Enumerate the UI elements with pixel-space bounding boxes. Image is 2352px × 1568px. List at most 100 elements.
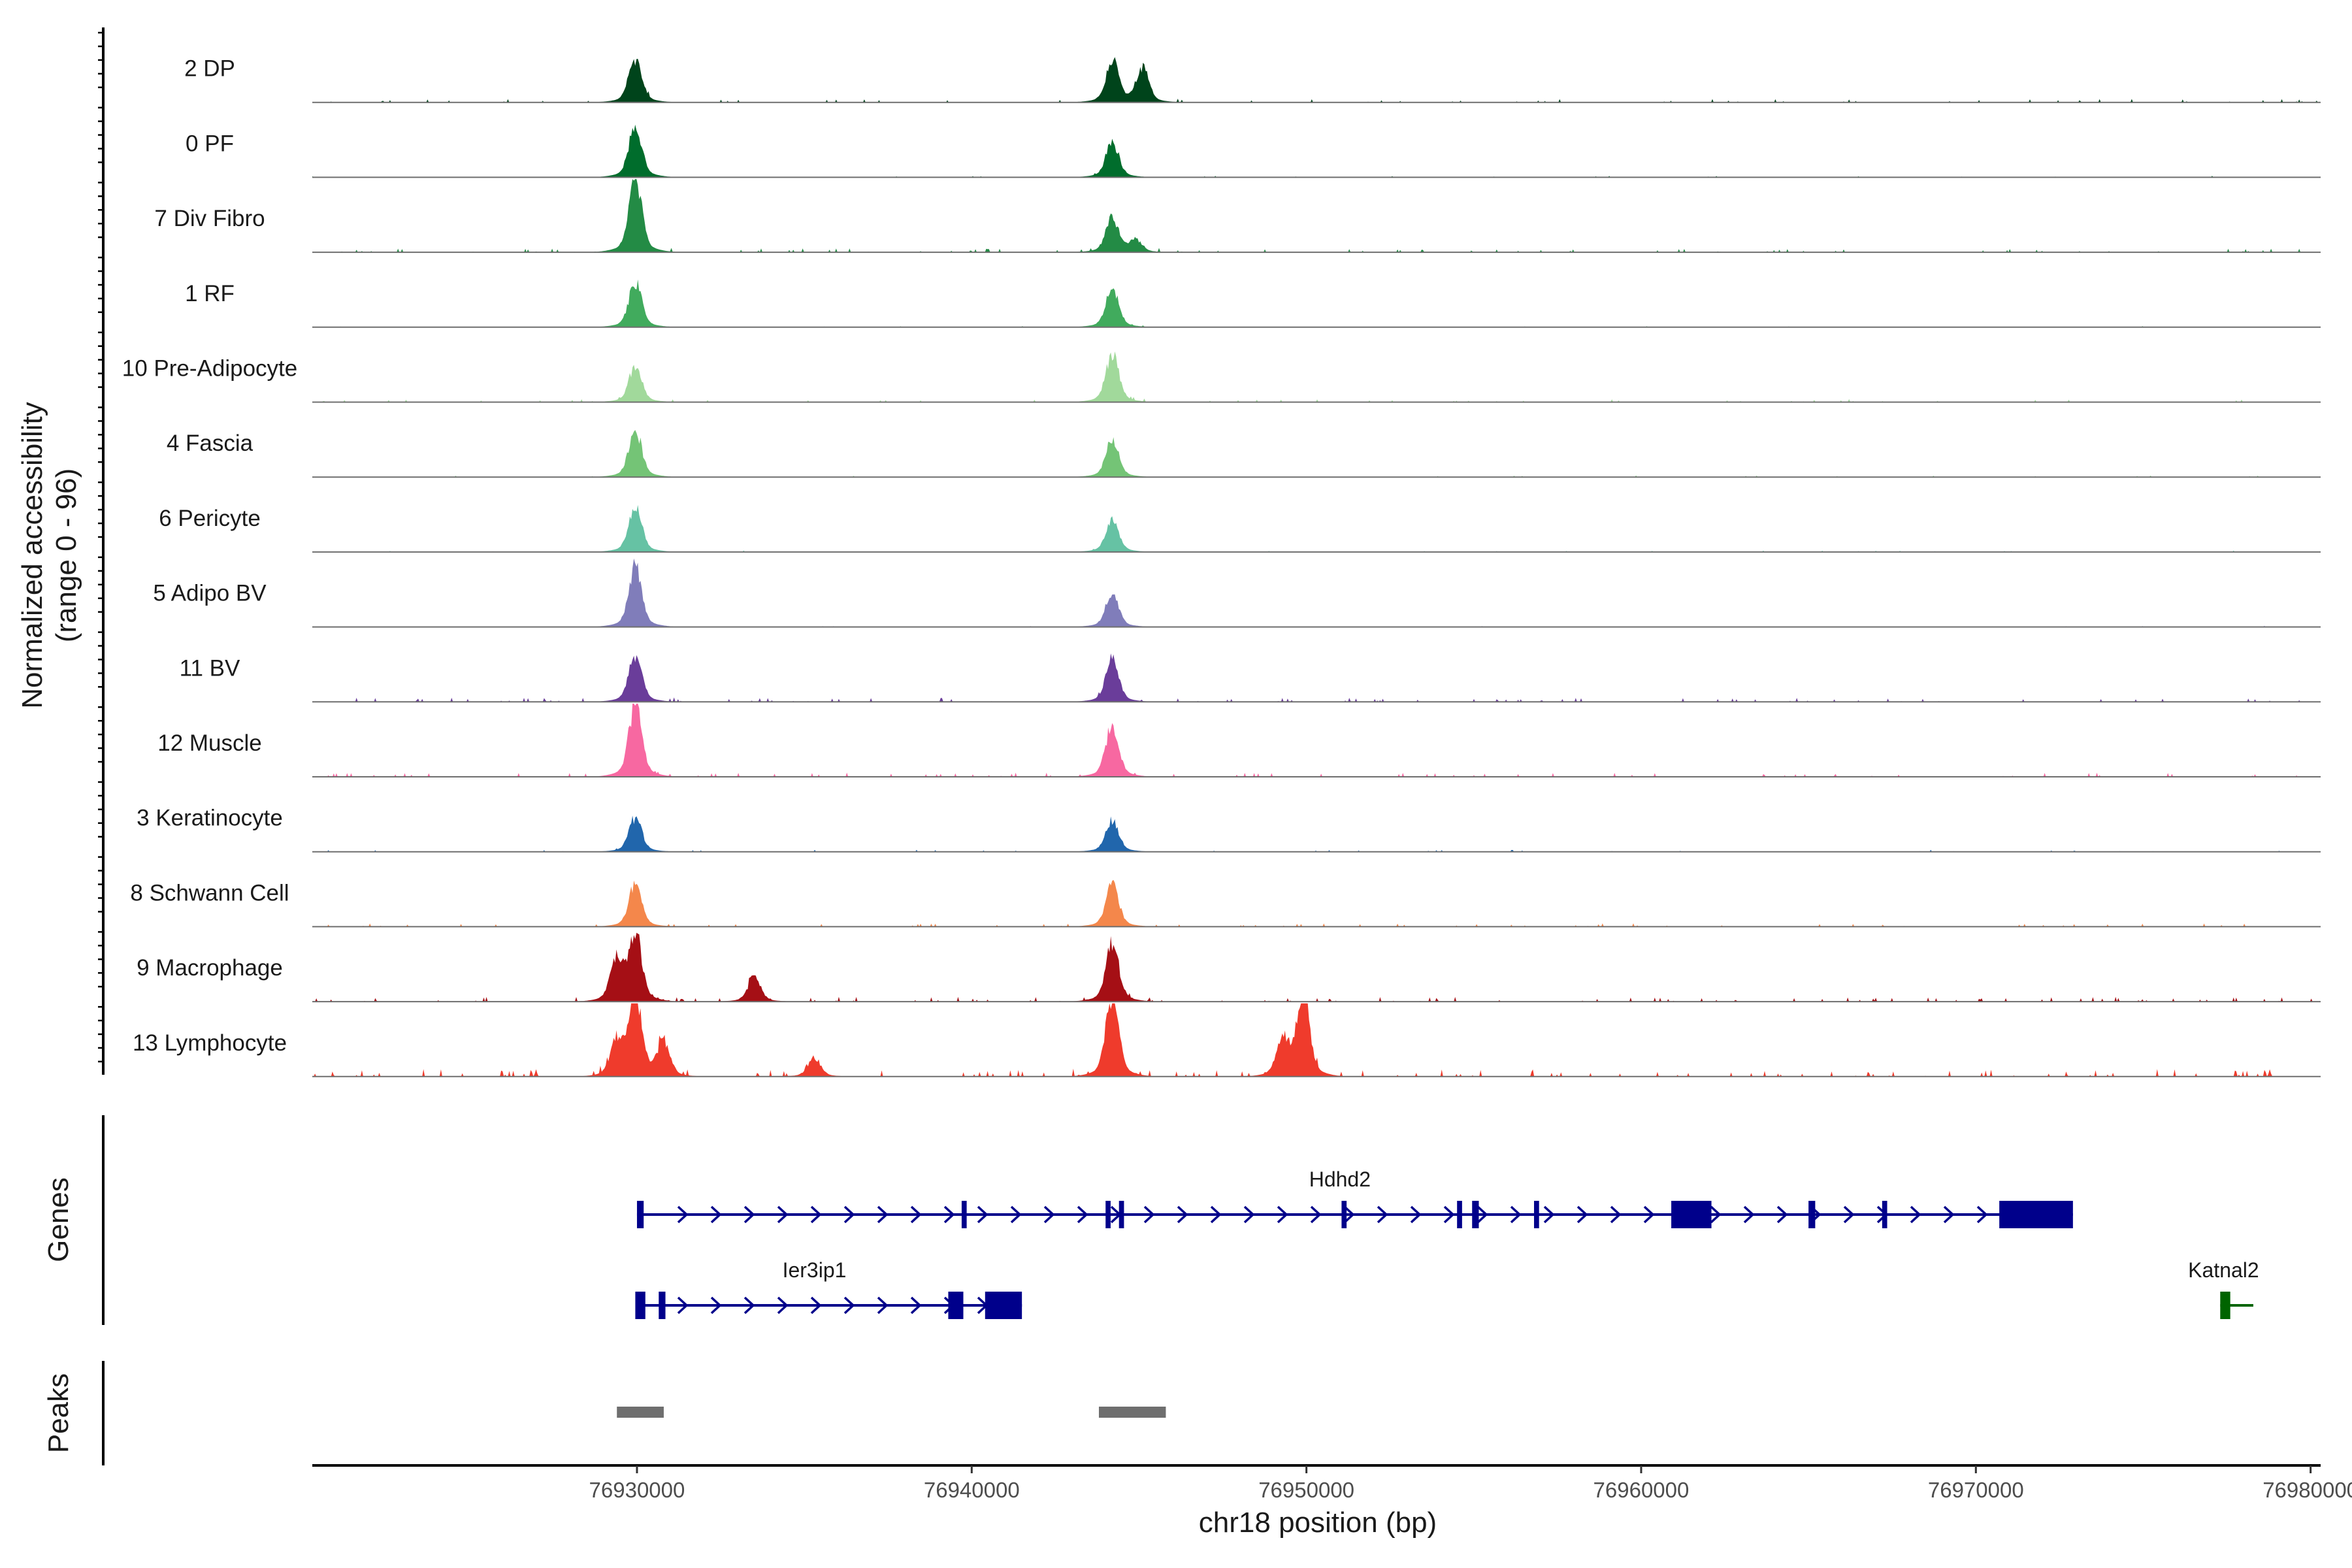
strand-arrow <box>877 1296 889 1315</box>
track-label: 1 RF <box>185 281 235 306</box>
track-8: 5 Adipo BV <box>153 558 2321 628</box>
strand-arrow <box>743 1205 755 1224</box>
strand-arrow <box>1177 1205 1188 1224</box>
exon <box>659 1292 666 1319</box>
track-2: 0 PF <box>186 124 2321 178</box>
strand-arrow <box>1343 1205 1355 1224</box>
strand-arrow <box>1277 1205 1288 1224</box>
track-11: 3 Keratinocyte <box>137 806 2321 853</box>
peaks-axis-title: Peaks <box>42 1373 74 1453</box>
strand-arrow <box>677 1205 689 1224</box>
track-14: 13 Lymphocyte <box>133 1003 2321 1077</box>
strand-arrow <box>743 1296 755 1315</box>
track-6: 4 Fascia <box>167 430 2321 478</box>
strand-arrow <box>710 1205 722 1224</box>
track-3: 7 Div Fibro <box>154 179 2321 253</box>
x-tick-label: 76980000 <box>2262 1478 2352 1502</box>
strand-arrow <box>910 1296 922 1315</box>
x-axis-ticks: 76930000 76940000 76950000 76960000 76970000… <box>589 1465 2352 1502</box>
strand-arrow <box>1010 1205 1022 1224</box>
track-9: 11 BV <box>180 653 2321 703</box>
track-label: 5 Adipo BV <box>153 581 267 606</box>
track-label: 13 Lymphocyte <box>133 1030 287 1056</box>
y-axis-title-line-1: Normalized accessibility <box>16 402 48 708</box>
y-axis-title: Normalized accessibility (range 0 - 96) <box>16 402 82 708</box>
strand-arrow <box>1910 1205 1921 1224</box>
track-label: 12 Muscle <box>157 730 262 756</box>
track-1: 2 DP <box>184 56 2321 103</box>
track-label: 8 Schwann Cell <box>130 880 289 906</box>
strand-arrow <box>1243 1205 1255 1224</box>
peak-region <box>1098 1407 1166 1418</box>
strand-arrow <box>843 1205 855 1224</box>
strand-arrow <box>777 1296 789 1315</box>
track-label: 3 Keratinocyte <box>137 806 283 831</box>
exon <box>1671 1201 1712 1228</box>
strand-arrow <box>1710 1205 1722 1224</box>
strand-arrow <box>1776 1205 1788 1224</box>
strand-arrow <box>1843 1205 1855 1224</box>
gene-label: Ier3ip1 <box>783 1258 847 1282</box>
exon <box>1472 1201 1479 1228</box>
track-label: 6 Pericyte <box>159 506 261 531</box>
track-13: 9 Macrophage <box>137 932 2321 1003</box>
strand-arrow <box>1943 1205 1955 1224</box>
exon <box>1119 1201 1124 1228</box>
strand-arrow <box>943 1205 955 1224</box>
strand-arrow <box>877 1205 889 1224</box>
gene-hdhd2: Hdhd2 <box>636 1168 2073 1228</box>
track-4: 1 RF <box>185 279 2321 328</box>
strand-arrow <box>810 1296 822 1315</box>
strand-arrow <box>1210 1205 1222 1224</box>
track-label: 11 BV <box>180 655 240 681</box>
strand-arrow <box>977 1205 988 1224</box>
x-tick-label: 76940000 <box>924 1478 1020 1502</box>
x-tick-label: 76970000 <box>1928 1478 2024 1502</box>
exon <box>985 1292 1022 1319</box>
gene-ier3ip1: Ier3ip1 <box>635 1258 1022 1319</box>
track-label: 0 PF <box>186 131 234 156</box>
track-12: 8 Schwann Cell <box>130 879 2321 928</box>
strand-arrow <box>710 1296 722 1315</box>
strand-arrow <box>1310 1205 1322 1224</box>
strand-arrow <box>1510 1205 1522 1224</box>
track-label: 10 Pre-Adipocyte <box>122 356 297 382</box>
strand-arrow <box>910 1205 922 1224</box>
gene-label: Katnal2 <box>2188 1258 2259 1282</box>
strand-arrow <box>1077 1205 1088 1224</box>
exon <box>948 1292 964 1319</box>
exon <box>1341 1201 1347 1228</box>
coverage-y-ticks <box>98 31 103 1063</box>
exon <box>2220 1292 2230 1319</box>
peak-region <box>617 1407 664 1418</box>
track-7: 6 Pericyte <box>159 504 2321 553</box>
accessibility-tracks: 2 DP 0 PF 7 Div Fibro 1 RF 10 Pre-Adipocyte 4… <box>122 56 2321 1077</box>
strand-arrow <box>1743 1205 1755 1224</box>
strand-arrow <box>1043 1205 1055 1224</box>
x-tick-label: 76930000 <box>589 1478 685 1502</box>
strand-arrow <box>810 1205 822 1224</box>
strand-arrow <box>1610 1205 1622 1224</box>
exon <box>1534 1201 1539 1228</box>
x-tick-label: 76960000 <box>1593 1478 1690 1502</box>
exon <box>635 1292 645 1319</box>
y-axis-title-line-2: (range 0 - 96) <box>50 468 82 643</box>
strand-arrow <box>677 1296 689 1315</box>
track-label: 7 Div Fibro <box>154 206 265 231</box>
track-label: 2 DP <box>184 56 235 82</box>
strand-arrow <box>1377 1205 1388 1224</box>
track-5: 10 Pre-Adipocyte <box>122 351 2321 403</box>
strand-arrow <box>777 1205 789 1224</box>
strand-arrow <box>1410 1205 1422 1224</box>
exon <box>1882 1201 1887 1228</box>
genes-axis-title: Genes <box>42 1177 74 1262</box>
track-label: 4 Fascia <box>167 431 253 456</box>
x-axis-title: chr18 position (bp) <box>1199 1507 1437 1539</box>
gene-label: Hdhd2 <box>1309 1168 1371 1191</box>
strand-arrow <box>1443 1205 1455 1224</box>
x-tick-label: 76950000 <box>1258 1478 1354 1502</box>
strand-arrow <box>1576 1205 1588 1224</box>
exon <box>1999 1201 2073 1228</box>
